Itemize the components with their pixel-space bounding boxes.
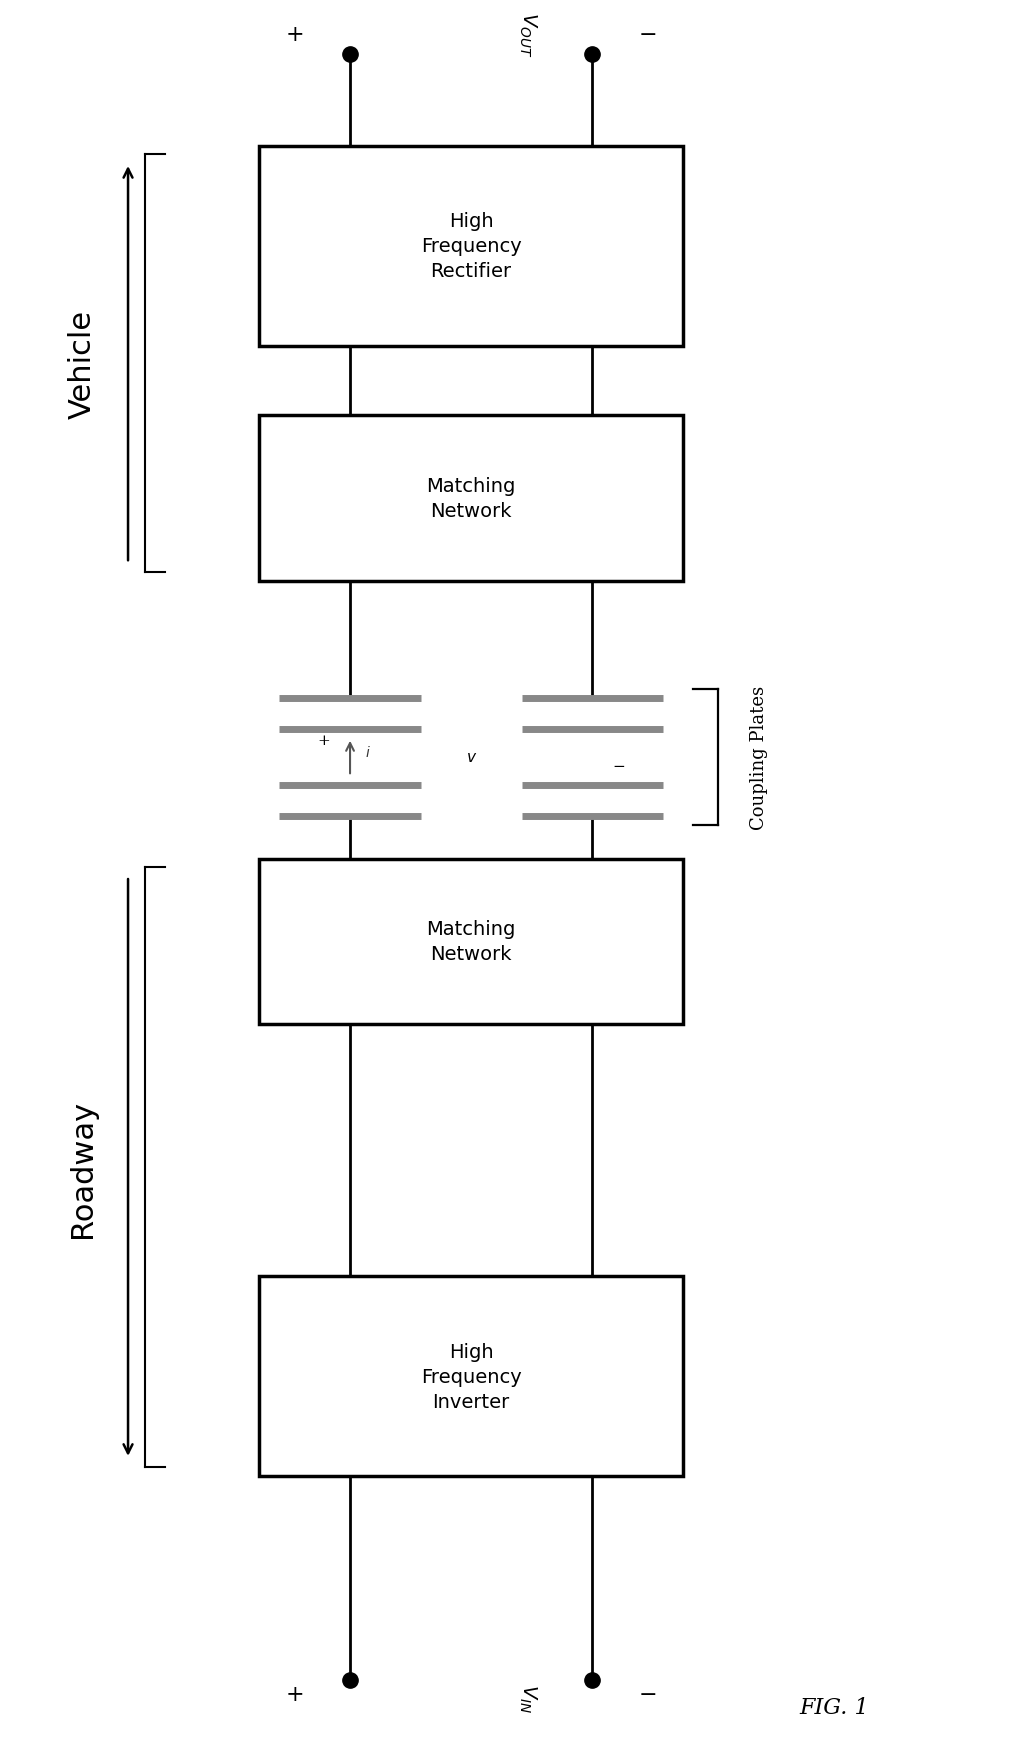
- Text: Roadway: Roadway: [69, 1098, 97, 1237]
- Text: Matching
Network: Matching Network: [427, 476, 516, 520]
- Text: $v$: $v$: [465, 750, 477, 764]
- Text: High
Frequency
Inverter: High Frequency Inverter: [420, 1342, 522, 1411]
- Text: +: +: [285, 1683, 304, 1706]
- Bar: [259, 146, 683, 346]
- Text: +: +: [285, 23, 304, 46]
- Text: High
Frequency
Rectifier: High Frequency Rectifier: [420, 213, 522, 281]
- Text: FIG. 1: FIG. 1: [800, 1696, 870, 1718]
- Text: Matching
Network: Matching Network: [427, 921, 516, 965]
- Bar: [259, 859, 683, 1024]
- Text: Vehicle: Vehicle: [69, 309, 97, 418]
- Bar: [259, 1276, 683, 1476]
- Text: −: −: [613, 759, 625, 773]
- Text: +: +: [317, 733, 329, 747]
- Text: −: −: [638, 23, 657, 46]
- Text: $V_{OUT}$: $V_{OUT}$: [517, 12, 538, 58]
- Text: $i$: $i$: [365, 745, 371, 759]
- Text: $V_{IN}$: $V_{IN}$: [517, 1683, 538, 1713]
- Text: −: −: [638, 1683, 657, 1706]
- Bar: [259, 416, 683, 582]
- Text: Coupling Plates: Coupling Plates: [750, 685, 767, 829]
